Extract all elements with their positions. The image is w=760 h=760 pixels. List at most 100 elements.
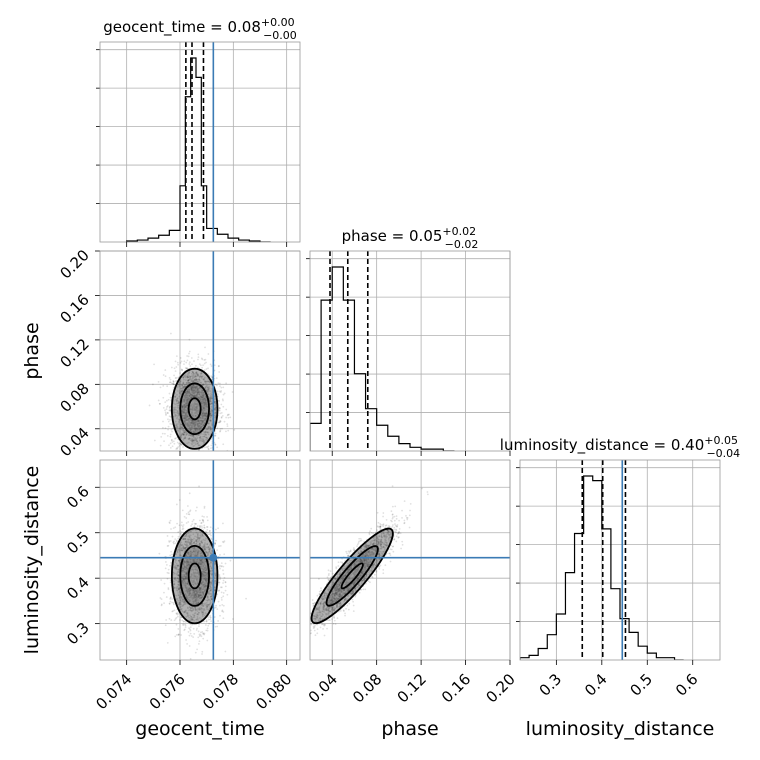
sample-point [202,430,205,433]
sample-point [192,422,195,425]
sample-point [164,624,167,627]
sample-point [194,405,197,408]
sample-point [186,402,189,405]
sample-point [183,400,186,402]
sample-point [168,617,171,620]
sample-point [193,406,195,409]
sample-point [214,528,217,531]
sample-point [195,387,198,390]
sample-point [174,360,177,363]
sample-point [181,369,184,372]
sample-point [220,403,223,406]
sample-point [186,452,188,454]
sample-point [192,440,195,442]
sample-point [231,391,234,393]
sample-point [187,398,189,401]
sample-point [219,604,221,607]
sample-point [200,522,203,525]
sample-point [220,591,223,594]
sample-point [189,409,192,412]
sample-point [222,386,225,389]
sample-point [196,389,199,392]
sample-point [214,453,216,455]
sample-point [195,407,198,409]
sample-point [223,576,226,579]
sample-point [197,630,200,633]
sample-point [390,510,393,513]
sample-point [172,411,175,413]
sample-point [158,552,161,555]
sample-point [204,387,207,389]
sample-point [220,565,223,568]
sample-point [203,433,206,436]
sample-point [204,400,207,402]
sample-point [197,375,200,377]
sample-point [195,403,198,405]
sample-point [179,361,182,364]
sample-point [194,414,196,417]
sample-point [197,409,200,411]
sample-point [192,439,195,442]
sample-point [203,402,205,405]
sample-point [233,429,236,431]
sample-point [193,408,195,411]
sample-point [208,389,210,391]
sample-point [189,417,191,420]
sample-point [198,428,201,431]
sample-point [205,417,207,420]
sample-point [148,404,151,407]
sample-point [164,409,166,412]
sample-point [163,440,165,442]
sample-point [185,415,188,417]
sample-point [169,332,172,335]
sample-point [182,453,184,455]
sample-point [175,424,178,427]
sample-point [191,438,194,441]
gridlines [310,460,511,660]
sample-point [304,618,306,620]
sample-point [181,415,184,417]
sample-point [195,506,198,509]
sample-point [174,415,177,418]
sample-point [190,419,192,422]
sample-point [195,364,197,367]
sample-point [222,399,224,402]
sample-point [213,395,216,398]
sample-point [216,446,219,449]
sample-point [178,524,181,527]
sample-point [204,380,206,383]
sample-point [181,452,183,454]
sample-point [175,539,178,542]
sample-point [193,388,196,391]
sample-point [200,375,203,378]
sample-point [194,454,196,456]
sample-point [214,606,217,609]
sample-point [214,414,217,417]
sample-point [195,431,198,434]
sample-point [191,415,194,417]
sample-point [206,428,208,430]
sample-point [190,386,193,389]
sample-point [174,396,177,399]
sample-point [201,455,203,457]
sample-point [192,437,195,439]
sample-point [200,423,203,426]
sample-point [191,440,193,442]
sample-point [174,452,176,454]
sample-point [191,413,193,416]
sample-point [185,367,188,370]
sample-point [172,409,175,411]
sample-point [200,357,203,360]
sample-point [192,425,195,428]
sample-point [200,377,203,379]
sample-point [175,448,178,450]
sample-point [173,409,176,411]
sample-point [205,411,208,414]
sample-point [184,393,187,396]
sample-point [217,600,220,603]
sample-point [204,418,207,420]
sample-point [205,415,207,417]
sample-point [206,380,209,383]
sample-point [184,391,187,394]
